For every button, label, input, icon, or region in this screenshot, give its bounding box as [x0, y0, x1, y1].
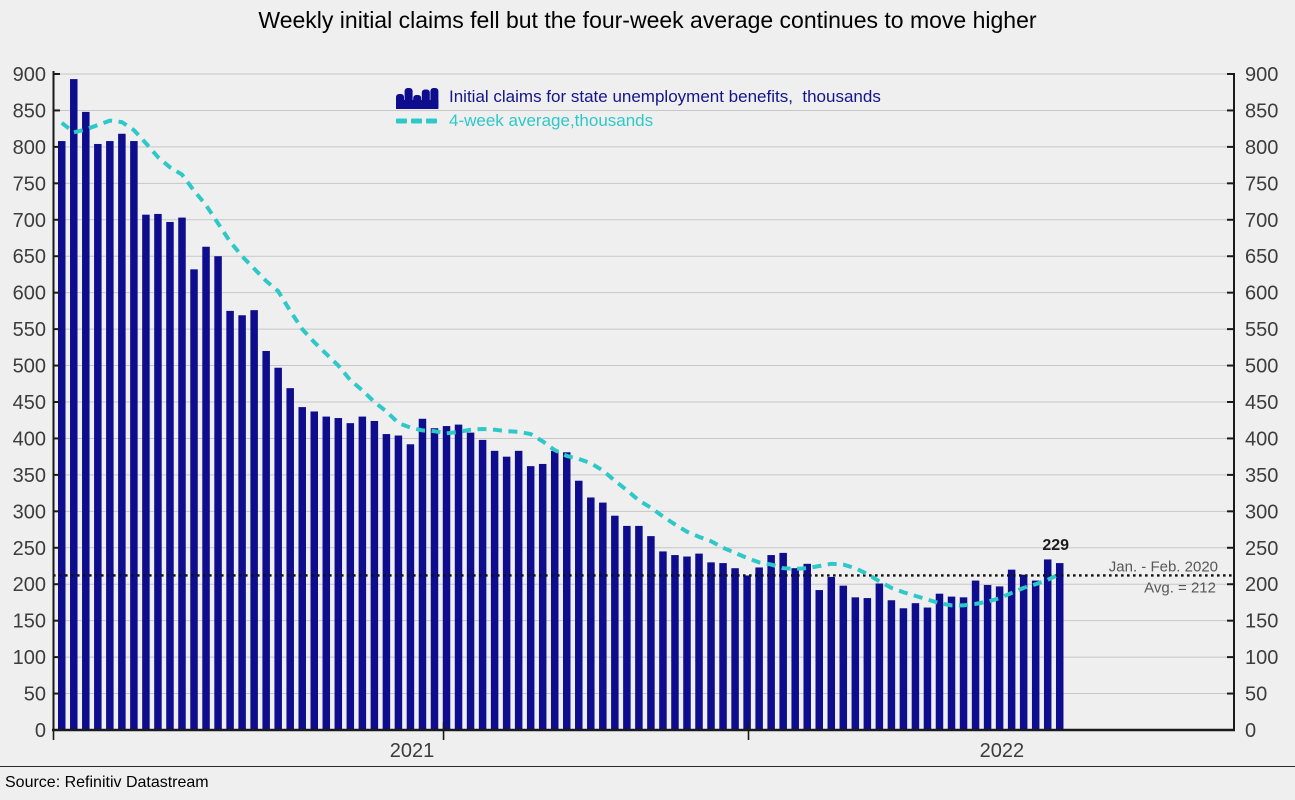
axis-frame	[52, 71, 1235, 740]
svg-text:250: 250	[1245, 538, 1278, 560]
svg-text:150: 150	[1245, 611, 1278, 633]
svg-text:Jan. - Feb. 2020: Jan. - Feb. 2020	[1109, 558, 1218, 575]
svg-text:450: 450	[13, 392, 46, 414]
reference-line-label: Jan. - Feb. 2020 Avg. = 212	[1109, 558, 1218, 596]
svg-text:2021: 2021	[390, 740, 435, 762]
svg-text:2022: 2022	[980, 740, 1025, 762]
svg-text:500: 500	[1245, 356, 1278, 378]
svg-text:900: 900	[1245, 64, 1278, 86]
svg-text:850: 850	[1245, 100, 1278, 122]
legend: Initial claims for state unemployment be…	[396, 85, 881, 133]
legend-item-bars: Initial claims for state unemployment be…	[396, 85, 881, 109]
svg-text:350: 350	[1245, 465, 1278, 487]
svg-text:50: 50	[24, 684, 46, 706]
svg-text:50: 50	[1245, 684, 1267, 706]
svg-text:700: 700	[1245, 210, 1278, 232]
svg-text:0: 0	[35, 720, 46, 742]
svg-text:850: 850	[13, 100, 46, 122]
svg-text:650: 650	[13, 246, 46, 268]
svg-text:350: 350	[13, 465, 46, 487]
bars-swatch-icon	[396, 87, 439, 109]
svg-text:900: 900	[13, 64, 46, 86]
svg-text:550: 550	[1245, 319, 1278, 341]
svg-text:300: 300	[1245, 501, 1278, 523]
svg-text:700: 700	[13, 210, 46, 232]
y-axis-labels-left: 0 50 100 150 200 250 300 350 400 450 500 550 600 650 7…	[13, 64, 46, 742]
dashed-line-swatch-icon	[396, 118, 437, 124]
four-week-average-line	[60, 118, 1061, 608]
footer-divider	[0, 766, 1295, 767]
annotation-last-value: 229	[1042, 537, 1069, 554]
svg-text:400: 400	[1245, 428, 1278, 450]
svg-text:100: 100	[1245, 647, 1278, 669]
svg-text:0: 0	[1245, 720, 1256, 742]
svg-text:500: 500	[13, 356, 46, 378]
svg-text:100: 100	[13, 647, 46, 669]
claims-bars	[58, 79, 1064, 731]
svg-text:200: 200	[13, 574, 46, 596]
svg-text:229: 229	[1042, 537, 1069, 554]
svg-text:250: 250	[13, 538, 46, 560]
svg-text:200: 200	[1245, 574, 1278, 596]
x-axis-labels: 2021 2022	[390, 740, 1024, 762]
svg-text:600: 600	[1245, 283, 1278, 305]
svg-text:750: 750	[13, 173, 46, 195]
svg-text:600: 600	[13, 283, 46, 305]
legend-line-label: 4-week average,thousands	[449, 111, 654, 130]
legend-item-line: 4-week average,thousands	[396, 109, 881, 133]
svg-text:650: 650	[1245, 246, 1278, 268]
svg-text:550: 550	[13, 319, 46, 341]
svg-text:300: 300	[13, 501, 46, 523]
page-title: Weekly initial claims fell but the four-…	[258, 7, 1037, 33]
svg-text:Avg. = 212: Avg. = 212	[1144, 579, 1216, 596]
svg-text:150: 150	[13, 611, 46, 633]
svg-text:800: 800	[13, 137, 46, 159]
source-text: Source: Refinitiv Datastream	[5, 774, 209, 791]
svg-text:750: 750	[1245, 173, 1278, 195]
y-axis-labels-right: 0 50 100 150 200 250 300 350 400 450 500 550 600 650 7…	[1245, 64, 1278, 742]
legend-bars-label: Initial claims for state unemployment be…	[449, 87, 881, 106]
svg-text:800: 800	[1245, 137, 1278, 159]
svg-text:400: 400	[13, 428, 46, 450]
svg-text:450: 450	[1245, 392, 1278, 414]
